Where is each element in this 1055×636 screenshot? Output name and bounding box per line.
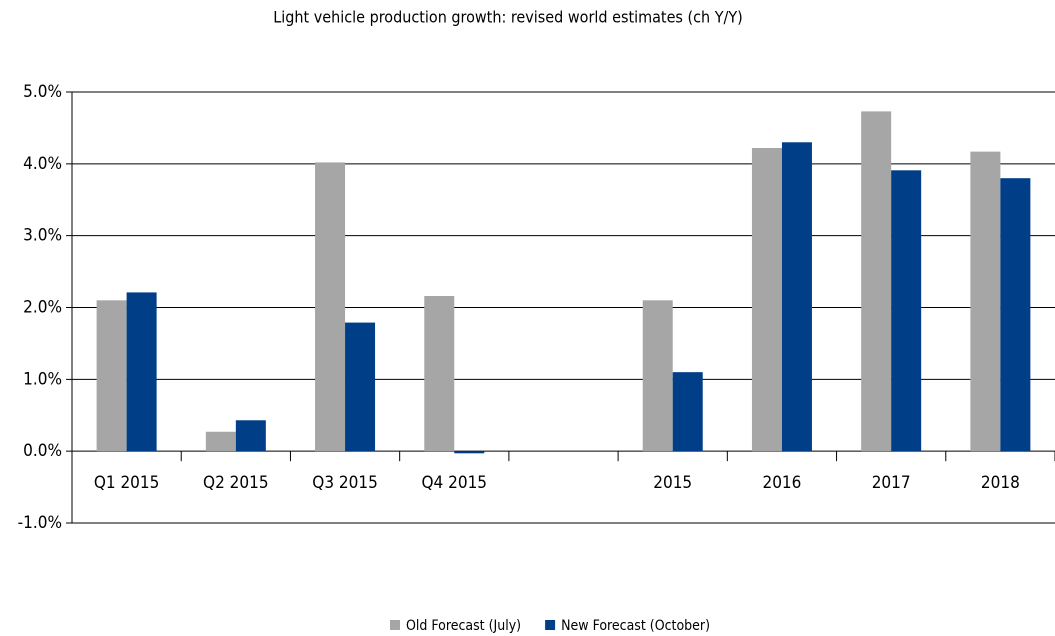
legend-swatch — [390, 620, 400, 630]
bar — [891, 170, 922, 452]
x-tick-label: Q3 2015 — [312, 473, 378, 493]
bar — [642, 300, 673, 452]
x-tick-label: 2017 — [872, 473, 911, 493]
bar — [454, 451, 485, 454]
x-tick-label: 2016 — [762, 473, 801, 493]
y-tick-label: 2.0% — [23, 298, 62, 318]
legend-label: Old Forecast (July) — [406, 618, 521, 634]
bar — [205, 431, 236, 452]
x-tick-label: Q1 2015 — [94, 473, 160, 493]
y-tick-label: 5.0% — [23, 82, 62, 102]
chart-title: Light vehicle production growth: revised… — [273, 8, 743, 27]
bar — [235, 420, 266, 452]
y-tick-label: 1.0% — [23, 369, 62, 389]
y-tick-label: 3.0% — [23, 226, 62, 246]
legend-label: New Forecast (October) — [561, 618, 710, 634]
bar — [751, 148, 782, 452]
x-tick-label: 2018 — [981, 473, 1020, 493]
x-tick-label: Q2 2015 — [203, 473, 269, 493]
x-tick-label: 2015 — [653, 473, 692, 493]
x-tick-label: Q4 2015 — [422, 473, 488, 493]
y-tick-label: -1.0% — [18, 513, 62, 533]
bar — [861, 111, 892, 452]
bar — [345, 322, 376, 452]
bar — [126, 292, 157, 452]
legend-swatch — [545, 620, 556, 630]
bar — [424, 296, 455, 452]
bar — [96, 300, 127, 452]
bar — [315, 162, 346, 452]
bar — [970, 151, 1001, 452]
y-tick-label: 4.0% — [23, 154, 62, 174]
bar — [672, 372, 703, 452]
bar — [1000, 178, 1031, 452]
y-tick-label: 0.0% — [23, 441, 62, 461]
bar — [781, 142, 812, 452]
